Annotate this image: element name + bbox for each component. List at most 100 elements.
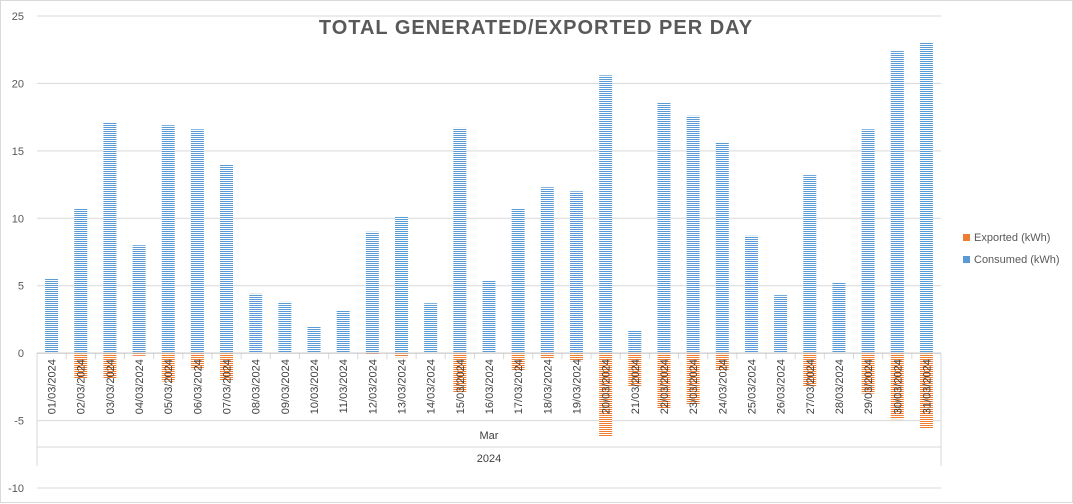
y-tick-label: 5 <box>18 281 24 293</box>
exported-bar <box>220 353 234 381</box>
legend-swatch <box>963 234 970 241</box>
exported-bar <box>540 353 554 359</box>
y-tick-label: 10 <box>12 213 24 225</box>
consumed-bar <box>686 115 700 354</box>
consumed-bar <box>190 129 204 354</box>
consumed-bar <box>511 208 525 354</box>
y-tick-label: 25 <box>12 11 24 23</box>
consumed-bar <box>569 191 583 354</box>
consumed-bar <box>161 125 175 354</box>
category-label: 06/03/2024 <box>192 359 204 414</box>
month-group-label: Mar <box>480 430 499 442</box>
consumed-bar <box>424 303 438 354</box>
category-label: 11/03/2024 <box>338 359 350 413</box>
exported-bar <box>103 353 117 379</box>
consumed-bar <box>861 129 875 354</box>
exported-bar <box>395 353 409 358</box>
category-label: 19/03/2024 <box>571 359 583 414</box>
exported-bar <box>919 353 933 429</box>
consumed-bar <box>715 142 729 354</box>
consumed-bar <box>599 75 613 354</box>
consumed-bar <box>628 330 642 354</box>
consumed-bar <box>365 231 379 354</box>
exported-bar <box>161 353 175 382</box>
category-label: 27/03/2024 <box>805 359 817 414</box>
consumed-bar <box>890 51 904 354</box>
category-label: 09/03/2024 <box>280 359 292 414</box>
category-label: 28/03/2024 <box>834 359 846 414</box>
category-label: 08/03/2024 <box>251 359 263 414</box>
year-group-label: 2024 <box>477 453 501 465</box>
consumed-bar <box>774 295 788 354</box>
consumed-bar <box>540 187 554 354</box>
category-label: 17/03/2024 <box>513 359 525 414</box>
category-label: 22/03/2024 <box>659 359 671 414</box>
exported-bar <box>599 353 613 437</box>
consumed-bar <box>395 216 409 354</box>
category-label: 04/03/2024 <box>134 359 146 414</box>
category-label: 01/03/2024 <box>47 359 59 414</box>
category-label: 07/03/2024 <box>222 359 234 414</box>
consumed-bar <box>220 164 234 354</box>
legend-label: Exported (kWh) <box>974 232 1050 244</box>
y-tick-label: 15 <box>12 146 24 158</box>
y-tick-label: -5 <box>14 416 24 428</box>
exported-bar <box>453 353 467 393</box>
legend-label: Consumed (kWh) <box>974 254 1060 266</box>
exported-bar <box>803 353 817 387</box>
consumed-bar <box>482 280 496 354</box>
consumed-bar <box>103 122 117 354</box>
consumed-bar <box>307 326 321 354</box>
category-label: 15/03/2024 <box>455 359 467 414</box>
category-label: 02/03/2024 <box>76 359 88 414</box>
exported-bar <box>190 353 204 370</box>
category-label: 12/03/2024 <box>367 359 379 414</box>
category-label: 23/03/2024 <box>688 359 700 414</box>
exported-bar <box>511 353 525 371</box>
consumed-bar <box>336 309 350 354</box>
consumed-bar <box>45 278 59 354</box>
consumed-bar <box>278 301 292 354</box>
exported-bar <box>861 353 875 394</box>
category-label: 21/03/2024 <box>630 359 642 414</box>
exported-bar <box>74 353 88 379</box>
exported-bar <box>365 353 379 355</box>
category-label: 10/03/2024 <box>309 359 321 414</box>
consumed-bar <box>453 127 467 354</box>
consumed-bar <box>832 283 846 354</box>
category-label: 03/03/2024 <box>105 359 117 414</box>
chart-title: TOTAL GENERATED/EXPORTED PER DAY <box>319 17 753 39</box>
consumed-bar <box>132 245 146 354</box>
category-label: 26/03/2024 <box>776 359 788 414</box>
y-tick-label: -10 <box>8 483 24 495</box>
exported-bar <box>569 353 583 362</box>
y-tick-label: 20 <box>12 78 24 90</box>
exported-bar <box>628 353 642 387</box>
category-label: 31/03/2024 <box>921 359 933 414</box>
category-label: 29/03/2024 <box>863 359 875 414</box>
category-label: 20/03/2024 <box>601 359 613 414</box>
consumed-bar <box>803 175 817 354</box>
category-label: 16/03/2024 <box>484 359 496 414</box>
legend-swatch <box>963 256 970 263</box>
category-label: 18/03/2024 <box>542 359 554 414</box>
y-tick-label: 0 <box>18 348 24 360</box>
category-label: 24/03/2024 <box>717 359 729 414</box>
consumed-bar <box>74 208 88 354</box>
exported-bar <box>890 353 904 420</box>
category-label: 25/03/2024 <box>746 359 758 414</box>
category-label: 05/03/2024 <box>163 359 175 414</box>
exported-bar <box>132 353 146 356</box>
consumed-bar <box>744 235 758 354</box>
category-label: 30/03/2024 <box>892 359 904 414</box>
consumed-bar <box>657 102 671 354</box>
exported-bar <box>657 353 671 409</box>
consumed-bar <box>249 293 263 354</box>
exported-bar <box>715 353 729 371</box>
category-label: 14/03/2024 <box>426 359 438 414</box>
category-label: 13/03/2024 <box>397 359 409 414</box>
consumed-bar <box>919 42 933 354</box>
exported-bar <box>686 353 700 405</box>
